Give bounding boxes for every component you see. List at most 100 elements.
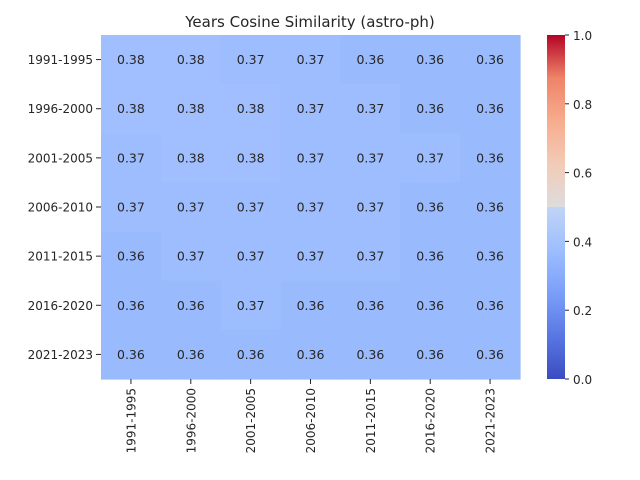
cell-value-label: 0.36 <box>297 347 325 362</box>
cell-value-label: 0.37 <box>297 52 325 67</box>
cell-value-label: 0.37 <box>297 249 325 264</box>
colorbar-tick-label: 0.6 <box>573 167 592 181</box>
cell-value-label: 0.37 <box>356 150 384 165</box>
cell-value-label: 0.37 <box>237 52 265 67</box>
cell-value-label: 0.36 <box>476 101 504 116</box>
heatmap-cell <box>280 84 342 134</box>
y-tick-label: 2016-2020 <box>28 299 93 313</box>
cell-value-label: 0.36 <box>416 52 444 67</box>
heatmap-value-labels: 0.38 0.38 0.37 0.37 0.36 0.36 0.36 0.38 0.38 0.38… <box>117 52 504 362</box>
heatmap-cell <box>280 35 342 85</box>
cell-value-label: 0.36 <box>416 347 444 362</box>
heatmap-cell <box>220 133 282 184</box>
cell-value-label: 0.37 <box>356 200 384 215</box>
heatmap-cell <box>160 231 222 282</box>
heatmap-cell <box>340 329 401 380</box>
cell-value-label: 0.36 <box>476 150 504 165</box>
cell-value-label: 0.37 <box>177 249 205 264</box>
x-tick-label: 1991-1995 <box>124 388 138 453</box>
cell-value-label: 0.36 <box>297 298 325 313</box>
heatmap-cell <box>460 133 521 184</box>
heatmap-cell <box>101 84 162 134</box>
cell-value-label: 0.38 <box>237 150 265 165</box>
y-tick-label: 2021-2023 <box>28 348 93 362</box>
heatmap-cell <box>460 329 521 380</box>
heatmap-cell <box>101 35 162 85</box>
cell-value-label: 0.37 <box>297 150 325 165</box>
cell-value-label: 0.38 <box>177 52 205 67</box>
heatmap-cell <box>400 182 461 233</box>
colorbar-ticks: 0.0 0.2 0.4 0.6 0.8 1.0 <box>565 29 592 387</box>
cell-value-label: 0.36 <box>416 298 444 313</box>
heatmap-cell <box>280 329 342 380</box>
x-tick-label: 2016-2020 <box>424 388 438 453</box>
cell-value-label: 0.36 <box>416 200 444 215</box>
cell-value-label: 0.38 <box>117 101 145 116</box>
cell-value-label: 0.38 <box>237 101 265 116</box>
y-tick-label: 2006-2010 <box>28 201 93 215</box>
heatmap-cell <box>160 182 222 233</box>
cell-value-label: 0.37 <box>297 200 325 215</box>
heatmap-cell <box>340 35 401 85</box>
x-tick-label: 2006-2010 <box>304 388 318 453</box>
heatmap-cell <box>101 329 162 380</box>
cell-value-label: 0.37 <box>356 101 384 116</box>
heatmap-cell <box>160 84 222 134</box>
heatmap-cell <box>400 84 461 134</box>
heatmap-cell <box>101 133 162 184</box>
cell-value-label: 0.37 <box>297 101 325 116</box>
cell-value-label: 0.36 <box>117 298 145 313</box>
cell-value-label: 0.37 <box>237 249 265 264</box>
colorbar-tick-label: 0.4 <box>573 235 592 249</box>
x-tick-label: 2001-2005 <box>244 388 258 453</box>
cell-value-label: 0.36 <box>117 347 145 362</box>
x-axis-ticks: 1991-1995 1996-2000 2001-2005 2006-2010 2011… <box>124 379 498 453</box>
y-axis-ticks: 1991-1995 1996-2000 2001-2005 2006-2010 2011… <box>28 53 101 362</box>
heatmap-cell <box>101 182 162 233</box>
cell-value-label: 0.37 <box>177 200 205 215</box>
heatmap-cell <box>101 231 162 282</box>
heatmap-cell <box>220 280 282 331</box>
cell-value-label: 0.37 <box>356 249 384 264</box>
chart-title: Years Cosine Similarity (astro-ph) <box>184 13 435 31</box>
heatmap-cell <box>280 231 342 282</box>
cell-value-label: 0.37 <box>237 298 265 313</box>
cell-value-label: 0.38 <box>177 101 205 116</box>
heatmap-cells <box>101 35 521 380</box>
heatmap-cell <box>460 182 521 233</box>
heatmap-cell <box>280 182 342 233</box>
heatmap-cell <box>460 280 521 331</box>
cell-value-label: 0.36 <box>356 298 384 313</box>
x-tick-label: 1996-2000 <box>184 388 198 453</box>
cell-value-label: 0.36 <box>117 249 145 264</box>
heatmap-cell <box>160 133 222 184</box>
heatmap-cell <box>340 280 401 331</box>
heatmap-cell <box>460 84 521 134</box>
cell-value-label: 0.36 <box>356 347 384 362</box>
cell-value-label: 0.36 <box>177 347 205 362</box>
heatmap-cell <box>400 231 461 282</box>
heatmap-cell <box>280 133 342 184</box>
heatmap-cell <box>340 231 401 282</box>
cell-value-label: 0.36 <box>356 52 384 67</box>
colorbar-gradient <box>547 35 565 379</box>
cell-value-label: 0.37 <box>416 150 444 165</box>
heatmap-cell <box>460 231 521 282</box>
heatmap-cell <box>220 84 282 134</box>
heatmap-cell <box>160 35 222 85</box>
heatmap-cell <box>220 231 282 282</box>
cell-value-label: 0.36 <box>237 347 265 362</box>
cell-value-label: 0.36 <box>476 347 504 362</box>
heatmap-cell <box>400 133 461 184</box>
y-tick-label: 2001-2005 <box>28 151 93 165</box>
colorbar-tick-label: 0.0 <box>573 373 592 387</box>
heatmap-cell <box>400 35 461 85</box>
cell-value-label: 0.36 <box>177 298 205 313</box>
cell-value-label: 0.36 <box>476 52 504 67</box>
heatmap-cell <box>400 280 461 331</box>
cell-value-label: 0.38 <box>117 52 145 67</box>
heatmap-cell <box>280 280 342 331</box>
cell-value-label: 0.36 <box>476 298 504 313</box>
heatmap-cell <box>220 329 282 380</box>
heatmap-cell <box>400 329 461 380</box>
